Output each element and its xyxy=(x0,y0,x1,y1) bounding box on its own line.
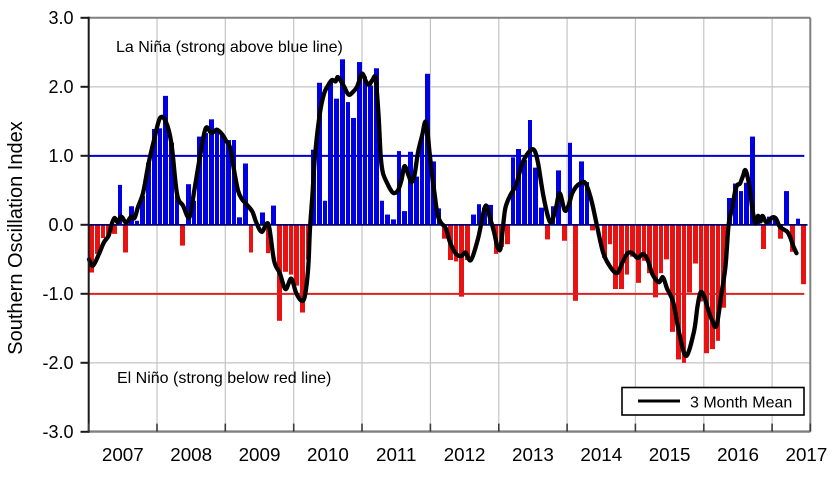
svg-text:2016: 2016 xyxy=(717,444,759,465)
svg-text:2014: 2014 xyxy=(580,444,622,465)
svg-text:-1.0: -1.0 xyxy=(42,284,73,304)
svg-text:0.0: 0.0 xyxy=(48,215,73,235)
svg-text:2010: 2010 xyxy=(307,444,349,465)
svg-text:El Niño (strong below red line: El Niño (strong below red line) xyxy=(117,370,331,387)
svg-text:2009: 2009 xyxy=(239,444,281,465)
svg-text:2008: 2008 xyxy=(170,444,212,465)
svg-text:Southern Oscillation Index: Southern Oscillation Index xyxy=(5,121,27,354)
svg-text:2011: 2011 xyxy=(376,444,416,465)
svg-text:3 Month Mean: 3 Month Mean xyxy=(690,395,792,412)
svg-text:2.0: 2.0 xyxy=(48,77,73,97)
svg-text:2007: 2007 xyxy=(102,444,144,465)
svg-text:-2.0: -2.0 xyxy=(42,353,73,373)
svg-text:3.0: 3.0 xyxy=(48,8,73,28)
svg-text:2015: 2015 xyxy=(649,444,691,465)
svg-text:1.0: 1.0 xyxy=(48,146,73,166)
svg-text:La Niña (strong above blue lin: La Niña (strong above blue line) xyxy=(116,39,343,56)
svg-text:2013: 2013 xyxy=(512,444,554,465)
svg-text:-3.0: -3.0 xyxy=(42,422,73,442)
svg-text:2012: 2012 xyxy=(444,444,486,465)
svg-text:2017: 2017 xyxy=(786,444,828,465)
